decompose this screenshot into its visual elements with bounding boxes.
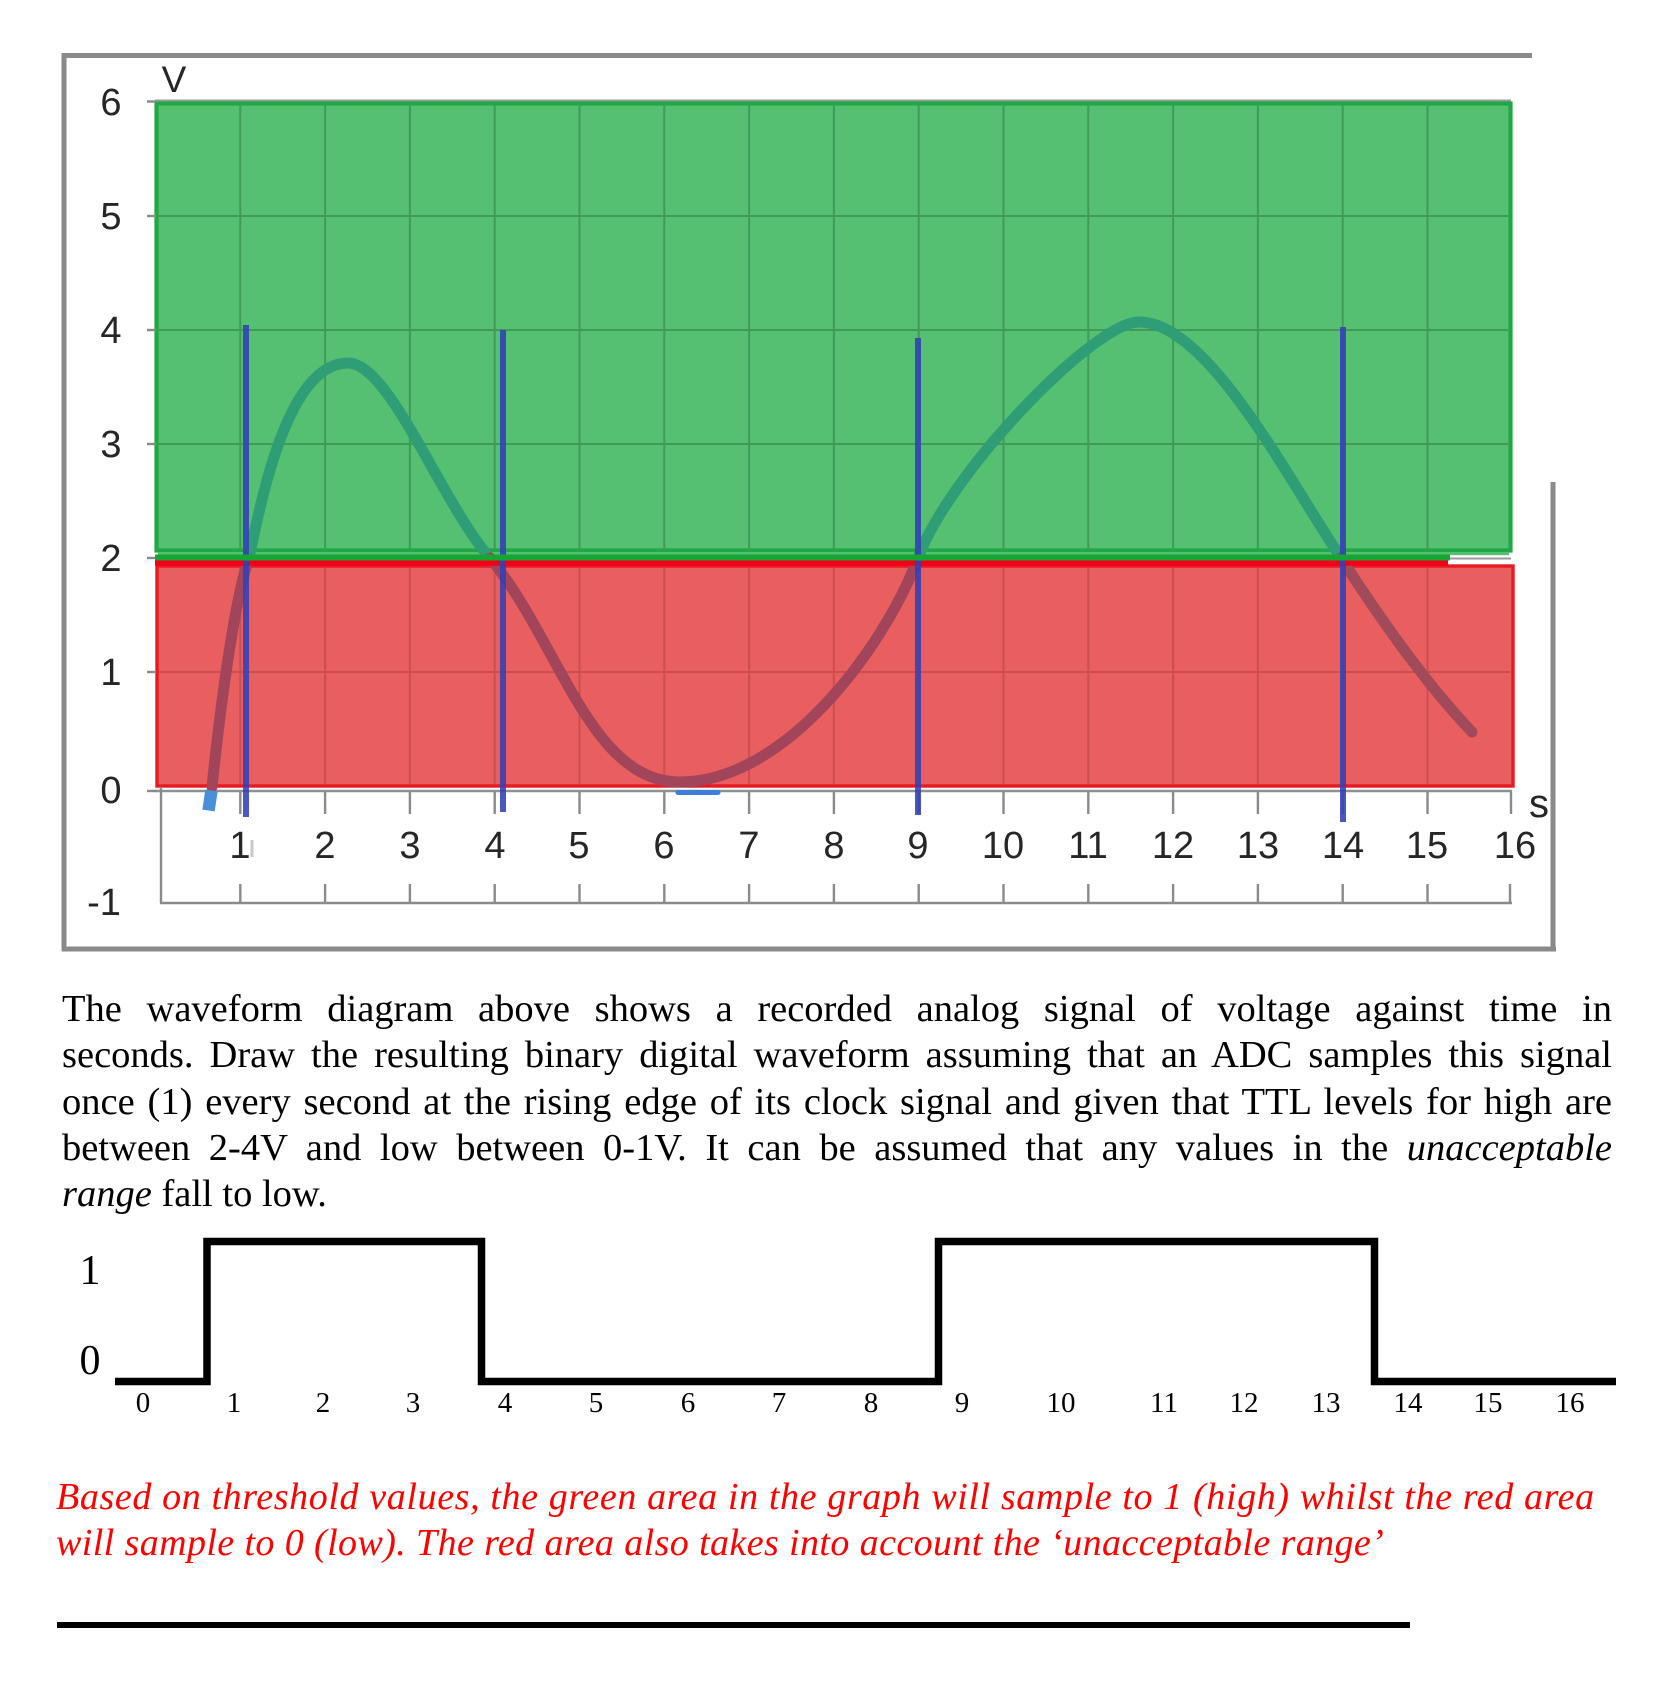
svg-text:15: 15	[1474, 1387, 1503, 1419]
svg-text:10: 10	[1047, 1387, 1076, 1419]
svg-text:3: 3	[406, 1387, 421, 1419]
svg-text:1: 1	[229, 825, 250, 867]
svg-text:5: 5	[589, 1387, 604, 1419]
svg-text:4: 4	[100, 310, 121, 352]
svg-text:9: 9	[907, 825, 928, 867]
svg-text:6: 6	[100, 82, 121, 124]
svg-text:7: 7	[772, 1387, 787, 1419]
svg-text:8: 8	[864, 1387, 879, 1419]
svg-text:4: 4	[498, 1387, 513, 1419]
svg-text:0: 0	[100, 770, 121, 812]
svg-text:9: 9	[955, 1387, 970, 1419]
svg-text:12: 12	[1152, 825, 1194, 867]
svg-text:14: 14	[1394, 1387, 1424, 1419]
svg-text:4: 4	[484, 825, 505, 867]
svg-text:14: 14	[1322, 825, 1364, 867]
svg-text:7: 7	[738, 825, 759, 867]
svg-text:2: 2	[314, 825, 335, 867]
svg-text:1: 1	[100, 652, 121, 694]
svg-text:16: 16	[1556, 1387, 1585, 1419]
svg-text:11: 11	[1068, 825, 1107, 867]
svg-text:5: 5	[568, 825, 589, 867]
svg-text:2: 2	[100, 538, 121, 580]
svg-text:1: 1	[80, 1248, 101, 1294]
svg-text:3: 3	[399, 825, 420, 867]
svg-text:0: 0	[80, 1338, 101, 1384]
svg-text:11: 11	[1150, 1387, 1178, 1419]
svg-text:s: s	[1529, 782, 1549, 826]
svg-text:6: 6	[681, 1387, 696, 1419]
svg-text:15: 15	[1406, 825, 1448, 867]
svg-text:13: 13	[1312, 1387, 1341, 1419]
svg-text:12: 12	[1230, 1387, 1259, 1419]
svg-text:10: 10	[982, 825, 1024, 867]
svg-text:2: 2	[316, 1387, 331, 1419]
svg-text:13: 13	[1237, 825, 1279, 867]
svg-text:16: 16	[1494, 825, 1536, 867]
svg-text:3: 3	[100, 424, 121, 466]
svg-text:5: 5	[100, 196, 121, 238]
svg-text:6: 6	[653, 825, 674, 867]
svg-text:V: V	[162, 59, 187, 100]
svg-text:8: 8	[823, 825, 844, 867]
svg-text:0: 0	[136, 1387, 151, 1419]
svg-text:1: 1	[227, 1387, 242, 1419]
svg-text:-1: -1	[87, 882, 121, 924]
